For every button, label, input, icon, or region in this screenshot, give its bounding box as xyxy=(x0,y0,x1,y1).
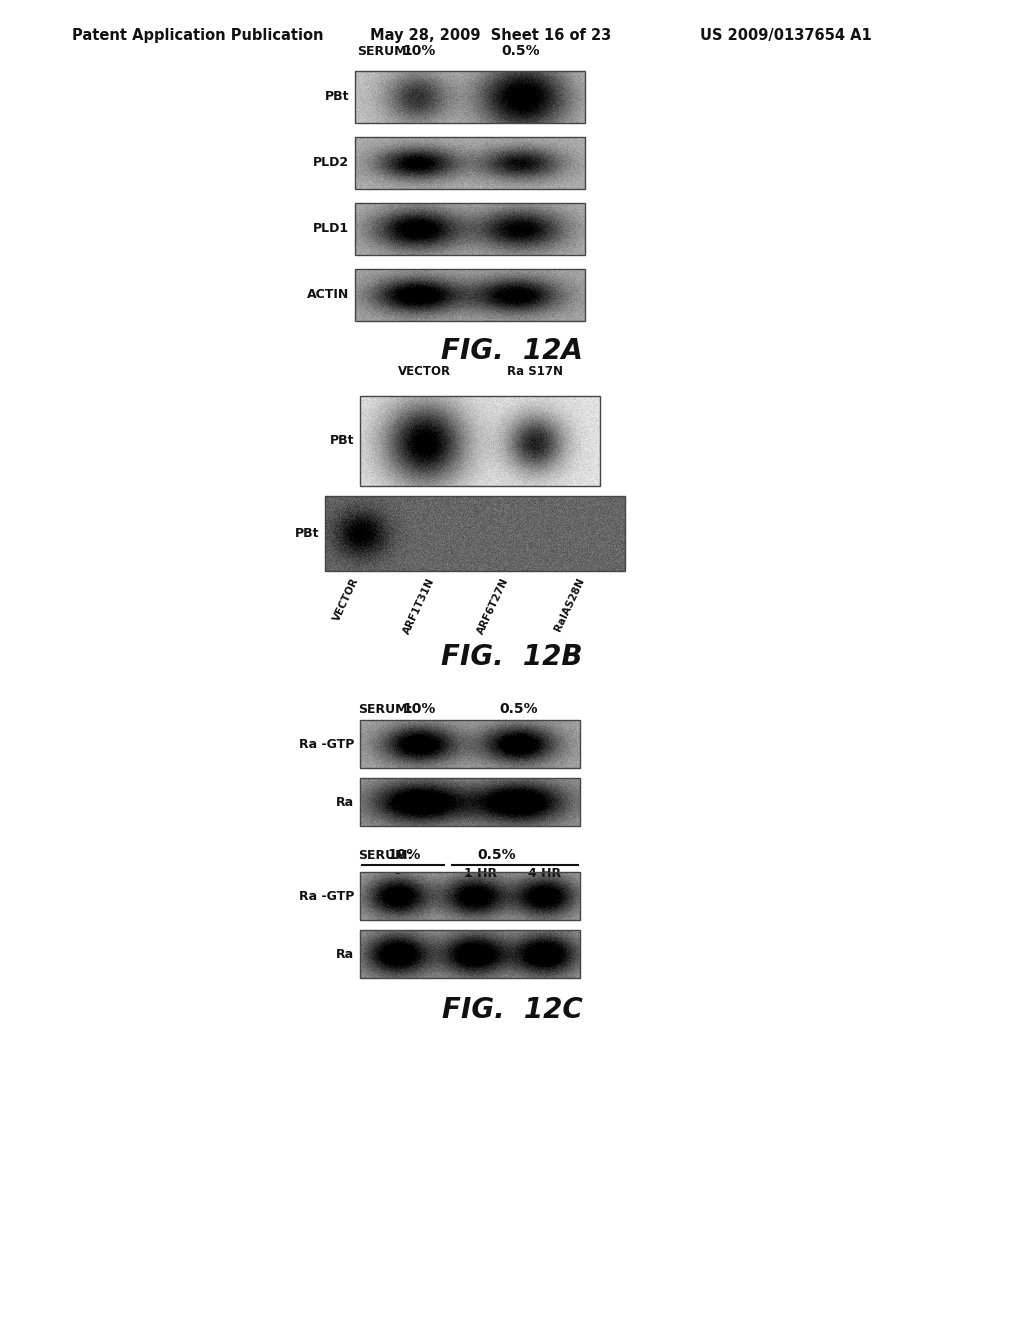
Text: 10%: 10% xyxy=(402,702,436,715)
Text: RaIAS28N: RaIAS28N xyxy=(553,576,586,632)
Text: FIG.  12C: FIG. 12C xyxy=(441,997,583,1024)
Text: Ra S17N: Ra S17N xyxy=(507,366,563,378)
Text: 10%: 10% xyxy=(387,847,421,862)
Bar xyxy=(355,269,585,321)
Text: Ra: Ra xyxy=(336,948,354,961)
Text: 0.5%: 0.5% xyxy=(499,702,538,715)
Text: PBt: PBt xyxy=(330,434,354,447)
Text: FIG.  12B: FIG. 12B xyxy=(441,643,583,671)
Text: SERUM:: SERUM: xyxy=(357,45,412,58)
Text: May 28, 2009  Sheet 16 of 23: May 28, 2009 Sheet 16 of 23 xyxy=(370,28,611,44)
Text: PLD1: PLD1 xyxy=(313,223,349,235)
Text: Ra -GTP: Ra -GTP xyxy=(299,890,354,903)
Text: PLD2: PLD2 xyxy=(313,157,349,169)
Text: US 2009/0137654 A1: US 2009/0137654 A1 xyxy=(700,28,871,44)
Bar xyxy=(325,496,625,572)
Text: SERUM:: SERUM: xyxy=(358,704,413,715)
Text: 4 HR: 4 HR xyxy=(528,867,561,880)
Text: FIG.  12A: FIG. 12A xyxy=(441,337,583,366)
Text: ARF6T27N: ARF6T27N xyxy=(476,576,511,635)
Bar xyxy=(360,719,580,768)
Bar xyxy=(355,71,585,123)
Text: 0.5%: 0.5% xyxy=(477,847,516,862)
Text: 0.5%: 0.5% xyxy=(502,44,540,58)
Bar xyxy=(355,137,585,189)
Text: -: - xyxy=(395,867,400,880)
Text: VECTOR: VECTOR xyxy=(332,576,361,623)
Text: 10%: 10% xyxy=(402,44,436,58)
Text: SERUM:: SERUM: xyxy=(358,849,413,862)
Text: ARF1T31N: ARF1T31N xyxy=(401,576,436,635)
Text: 1 HR: 1 HR xyxy=(465,867,498,880)
Bar xyxy=(360,931,580,978)
Text: Ra: Ra xyxy=(336,796,354,808)
Text: PBt: PBt xyxy=(295,527,319,540)
Text: VECTOR: VECTOR xyxy=(398,366,452,378)
Text: PBt: PBt xyxy=(325,91,349,103)
Bar xyxy=(360,777,580,826)
Text: ACTIN: ACTIN xyxy=(307,289,349,301)
Text: Patent Application Publication: Patent Application Publication xyxy=(72,28,324,44)
Bar xyxy=(360,873,580,920)
Bar xyxy=(355,203,585,255)
Bar xyxy=(360,396,600,486)
Text: Ra -GTP: Ra -GTP xyxy=(299,738,354,751)
